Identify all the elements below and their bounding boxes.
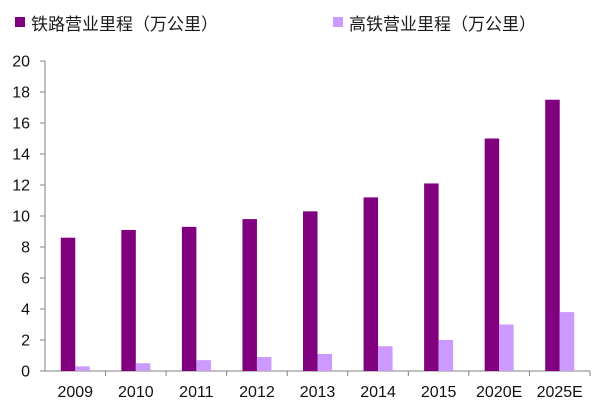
x-axis: 2009 2010 2011 2012 2013 2014 2015 2020E 2025E: [45, 370, 591, 401]
bar-highspeed: [196, 360, 211, 371]
bar-railway: [545, 99, 560, 371]
x-tick-label: 2020E: [476, 384, 522, 401]
x-tick-label: 2011: [179, 384, 214, 401]
x-tick-label: 2009: [57, 384, 93, 401]
bar-railway: [60, 237, 76, 371]
bar-highspeed: [559, 312, 575, 371]
y-tick-label: 10: [12, 209, 30, 226]
x-tick-label: 2012: [239, 384, 275, 401]
y-tick-label: 8: [21, 240, 30, 257]
bar-railway: [181, 226, 197, 371]
bar-railway: [363, 197, 379, 371]
x-tick-label: 2014: [360, 384, 396, 401]
y-axis: 0 2 4 6 8 10 12 14 16 18 20: [12, 54, 46, 381]
y-tick-label: 18: [12, 85, 30, 102]
y-tick-label: 6: [21, 271, 30, 288]
bar-highspeed: [317, 353, 332, 371]
bar-highspeed: [438, 340, 454, 371]
x-tick-label: 2015: [421, 384, 457, 401]
x-tick-label: 2025E: [537, 384, 583, 401]
bar-railway: [424, 183, 439, 371]
y-tick-label: 12: [12, 178, 30, 195]
y-tick-label: 4: [21, 302, 30, 319]
y-tick-label: 2: [21, 333, 30, 350]
y-tick-label: 0: [21, 364, 30, 381]
bar-railway: [303, 211, 318, 371]
bar-highspeed: [499, 324, 514, 371]
bar-highspeed: [378, 346, 393, 371]
bar-highspeed: [256, 357, 272, 371]
y-tick-label: 16: [12, 116, 30, 133]
legend-label-railway: 铁路营业里程（万公里）: [31, 14, 218, 35]
bar-highspeed: [75, 366, 90, 371]
y-tick-label: 20: [12, 54, 30, 71]
x-tick-label: 2010: [118, 384, 154, 401]
bar-highspeed: [135, 363, 151, 371]
legend-item-railway: 铁路营业里程（万公里）: [15, 10, 218, 35]
y-tick-label: 14: [12, 147, 30, 164]
legend-swatch-railway: [15, 17, 25, 27]
bar-railway: [484, 138, 500, 371]
bar-railway: [121, 229, 136, 371]
bar-railway: [242, 219, 257, 371]
legend-swatch-highspeed: [333, 17, 343, 27]
legend-label-highspeed: 高铁营业里程（万公里）: [349, 14, 536, 35]
legend-item-highspeed: 高铁营业里程（万公里）: [333, 10, 536, 35]
x-tick-label: 2013: [300, 384, 336, 401]
bars: [60, 99, 575, 371]
